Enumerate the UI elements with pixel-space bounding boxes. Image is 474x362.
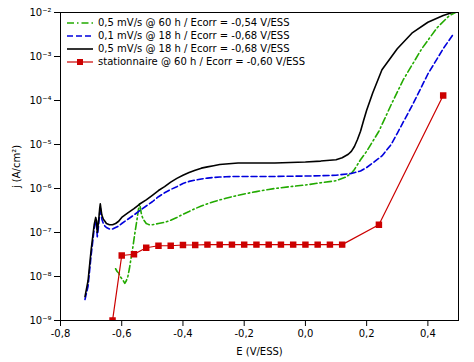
svg-text:j (A/cm²): j (A/cm²)	[11, 145, 22, 189]
svg-text:0,0: 0,0	[297, 328, 313, 339]
svg-text:E (V/ESS): E (V/ESS)	[236, 346, 283, 357]
svg-text:10⁻⁶: 10⁻⁶	[29, 183, 51, 194]
svg-text:10⁻⁹: 10⁻⁹	[29, 315, 51, 326]
html-text:0,5 mV/s @ 18 h / Ecorr = -0,6: 0,5 mV/s @ 18 h / Ecorr = -0,68 V/ESS	[98, 43, 290, 54]
html-text:stationnaire @ 60 h / Ecorr =: stationnaire @ 60 h / Ecorr = -0,60 V/ES…	[98, 56, 305, 67]
svg-text:0,2: 0,2	[359, 328, 375, 339]
html-text:0,5 mV/s @ 60 h / Ecorr = -0,5: 0,5 mV/s @ 60 h / Ecorr = -0,54 V/ESS	[98, 17, 290, 28]
svg-text:10⁻²: 10⁻²	[29, 7, 51, 18]
svg-text:10⁻⁸: 10⁻⁸	[29, 271, 51, 282]
svg-text:10⁻⁷: 10⁻⁷	[29, 227, 51, 238]
svg-text:0,4: 0,4	[420, 328, 436, 339]
svg-text:10⁻³: 10⁻³	[29, 51, 51, 62]
svg-text:-0,4: -0,4	[173, 328, 193, 339]
html-text:0,1 mV/s @ 18 h / Ecorr = -0,6: 0,1 mV/s @ 18 h / Ecorr = -0,68 V/ESS	[98, 30, 290, 41]
svg-text:-0,2: -0,2	[234, 328, 254, 339]
svg-text:-0,8: -0,8	[51, 328, 71, 339]
svg-text:-0,6: -0,6	[112, 328, 132, 339]
svg-text:10⁻⁵: 10⁻⁵	[29, 139, 51, 150]
svg-text:10⁻⁴: 10⁻⁴	[29, 95, 51, 106]
